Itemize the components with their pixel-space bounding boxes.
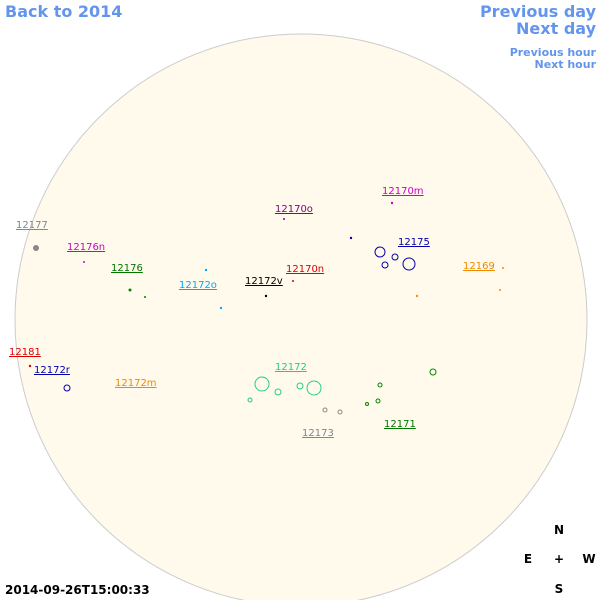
region-label[interactable]: 12170m — [382, 186, 424, 197]
spot — [144, 296, 146, 298]
region-label[interactable]: 12175 — [398, 237, 430, 248]
spot — [33, 245, 39, 251]
spot — [247, 397, 253, 403]
spot — [390, 201, 394, 205]
spots — [28, 201, 504, 415]
region-label[interactable]: 12171 — [384, 419, 416, 430]
next-day-link[interactable]: Next day — [516, 19, 597, 38]
spot — [377, 382, 383, 388]
spot — [349, 236, 353, 240]
next-hour-link[interactable]: Next hour — [535, 58, 597, 71]
solar-disk — [14, 33, 588, 600]
spot — [374, 246, 386, 258]
region-label[interactable]: 12173 — [302, 428, 334, 439]
region-label[interactable]: 12170n — [286, 264, 324, 275]
spot — [415, 294, 419, 298]
spot — [391, 253, 399, 261]
spot — [264, 294, 268, 298]
spot — [204, 268, 208, 272]
spot — [128, 288, 132, 292]
spot — [296, 382, 304, 390]
region-label[interactable]: 12172m — [115, 378, 157, 389]
compass-north: N — [554, 523, 564, 537]
spot — [283, 218, 285, 220]
spot — [381, 261, 389, 269]
region-label[interactable]: 12172 — [275, 362, 307, 373]
spot — [365, 402, 369, 406]
region-label[interactable]: 12172r — [34, 365, 71, 376]
spot — [337, 409, 343, 415]
spot — [28, 364, 32, 368]
spot — [499, 289, 501, 291]
spot — [306, 380, 322, 396]
spot — [502, 267, 504, 269]
back-link[interactable]: Back to 2014 — [5, 2, 122, 21]
timestamp: 2014-09-26T15:00:33 — [5, 583, 150, 597]
region-label[interactable]: 12176n — [67, 242, 105, 253]
spot — [375, 398, 381, 404]
spot — [83, 261, 85, 263]
spot — [292, 280, 294, 282]
spot — [429, 368, 437, 376]
spot — [254, 376, 270, 392]
spot — [402, 257, 416, 271]
spot — [219, 306, 223, 310]
compass-center: + — [554, 552, 564, 566]
region-label[interactable]: 12176 — [111, 263, 143, 274]
region-label[interactable]: 12172o — [179, 280, 217, 291]
region-label[interactable]: 12177 — [16, 220, 48, 231]
region-label[interactable]: 12181 — [9, 347, 41, 358]
compass-west: W — [582, 552, 595, 566]
previous-hour-link[interactable]: Previous hour — [510, 46, 597, 59]
previous-day-link[interactable]: Previous day — [480, 2, 597, 21]
compass-east: E — [524, 552, 532, 566]
spot — [63, 384, 71, 392]
region-label[interactable]: 12170o — [275, 204, 313, 215]
spot — [274, 388, 282, 396]
compass-south: S — [555, 582, 564, 596]
region-label[interactable]: 12172v — [245, 276, 283, 287]
region-label[interactable]: 12169 — [463, 261, 495, 272]
spot — [322, 407, 328, 413]
